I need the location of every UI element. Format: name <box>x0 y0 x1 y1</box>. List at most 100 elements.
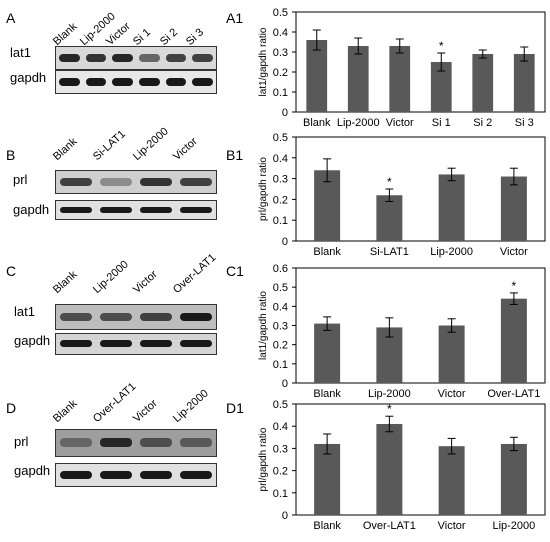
y-tick-label: 0 <box>282 378 288 390</box>
blot-row-label: prl <box>13 172 28 187</box>
chart-letter-a1: A1 <box>226 10 244 26</box>
y-tick-label: 0.2 <box>273 194 288 206</box>
y-axis-label: prl/gapdh ratio <box>258 157 269 221</box>
blot-band <box>180 312 212 322</box>
blot-row-label: lat1 <box>14 304 35 319</box>
blot-band <box>100 471 132 479</box>
blot-band <box>138 78 160 86</box>
bar <box>430 62 452 112</box>
x-category-label: Blank <box>313 246 341 258</box>
x-category-label: Si 2 <box>473 117 492 129</box>
panel-letter-a: A <box>6 10 16 26</box>
blot-band <box>165 54 187 62</box>
y-tick-label: 0.5 <box>273 282 288 294</box>
plot-frame <box>295 11 546 113</box>
bar <box>438 174 465 241</box>
blot-band <box>180 206 212 214</box>
western-blot-strip <box>55 170 217 194</box>
blot-band <box>140 206 172 214</box>
blot-band <box>58 78 80 86</box>
blot-row-label: lat1 <box>10 45 31 60</box>
blot-band <box>180 178 212 186</box>
bar <box>314 323 341 383</box>
significance-marker: * <box>512 279 517 293</box>
blot-band <box>140 178 172 186</box>
x-category-label: Victor <box>386 117 414 129</box>
blot-band <box>100 206 132 214</box>
y-tick-label: 0.4 <box>273 153 288 165</box>
bar <box>438 446 465 515</box>
bar <box>513 54 535 112</box>
blot-band <box>60 312 92 322</box>
y-tick-label: 0.1 <box>273 359 288 371</box>
plot-frame <box>295 403 546 516</box>
blot-band <box>60 206 92 214</box>
blot-row-label: gapdh <box>14 333 51 348</box>
x-category-label: Si-LAT1 <box>370 246 409 258</box>
y-tick-label: 0 <box>282 510 288 522</box>
chart-letter-d1: D1 <box>226 400 244 416</box>
y-tick-label: 0.6 <box>273 263 288 275</box>
x-category-label: Victor <box>438 388 466 400</box>
western-blot-strip <box>55 70 217 94</box>
chart-letter-b1: B1 <box>226 147 244 163</box>
y-tick-label: 0.4 <box>273 27 288 39</box>
blot-band <box>140 340 172 348</box>
blot-band <box>165 78 187 86</box>
x-category-label: Lip-2000 <box>492 520 535 532</box>
blot-band <box>60 340 92 348</box>
blot-band <box>192 54 214 62</box>
y-tick-label: 0.4 <box>273 421 288 433</box>
blot-row-label: gapdh <box>13 202 50 217</box>
x-category-label: Si 3 <box>515 117 534 129</box>
y-tick-label: 0.1 <box>273 87 288 99</box>
blot-band <box>180 471 212 479</box>
blot-band <box>100 178 132 186</box>
blot-band <box>180 340 212 348</box>
blot-band <box>85 54 107 62</box>
y-axis-label: lat1/gapdh ratio <box>258 27 269 96</box>
x-category-label: Lip-2000 <box>368 388 411 400</box>
western-blot-strip <box>55 333 217 355</box>
x-category-label: Over-LAT1 <box>363 520 416 532</box>
blot-band <box>60 178 92 186</box>
blot-band <box>58 54 80 62</box>
y-tick-label: 0.3 <box>273 47 288 59</box>
blot-band <box>138 54 160 62</box>
x-category-label: Lip-2000 <box>337 117 380 129</box>
blot-band <box>60 438 92 448</box>
blot-band <box>100 312 132 322</box>
blot-row-label: prl <box>14 434 29 449</box>
y-tick-label: 0.3 <box>273 443 288 455</box>
blot-band <box>60 471 92 479</box>
significance-marker: * <box>439 39 444 53</box>
y-tick-label: 0.4 <box>273 301 288 313</box>
bar <box>500 176 527 241</box>
blot-band <box>112 78 134 86</box>
y-tick-label: 0 <box>282 236 288 248</box>
bar <box>306 40 328 112</box>
y-tick-label: 0.5 <box>273 7 288 19</box>
western-blot-strip <box>55 200 217 220</box>
panel-letter-b: B <box>6 147 16 163</box>
bar <box>347 46 369 112</box>
x-category-label: Blank <box>313 520 341 532</box>
y-tick-label: 0.2 <box>273 67 288 79</box>
bar <box>314 443 341 515</box>
bar <box>472 54 494 112</box>
significance-marker: * <box>387 175 392 189</box>
panel-letter-d: D <box>6 400 17 416</box>
x-category-label: Blank <box>313 388 341 400</box>
y-tick-label: 0.2 <box>273 466 288 478</box>
blot-row-label: gapdh <box>14 463 51 478</box>
blot-band <box>180 438 212 448</box>
blot-band <box>100 340 132 348</box>
y-axis-label: lat1/gapdh ratio <box>258 291 269 360</box>
y-tick-label: 0.5 <box>273 132 288 144</box>
y-tick-label: 0.2 <box>273 340 288 352</box>
blot-band <box>112 54 134 62</box>
x-category-label: Over-LAT1 <box>487 388 540 400</box>
y-tick-label: 0.3 <box>273 321 288 333</box>
